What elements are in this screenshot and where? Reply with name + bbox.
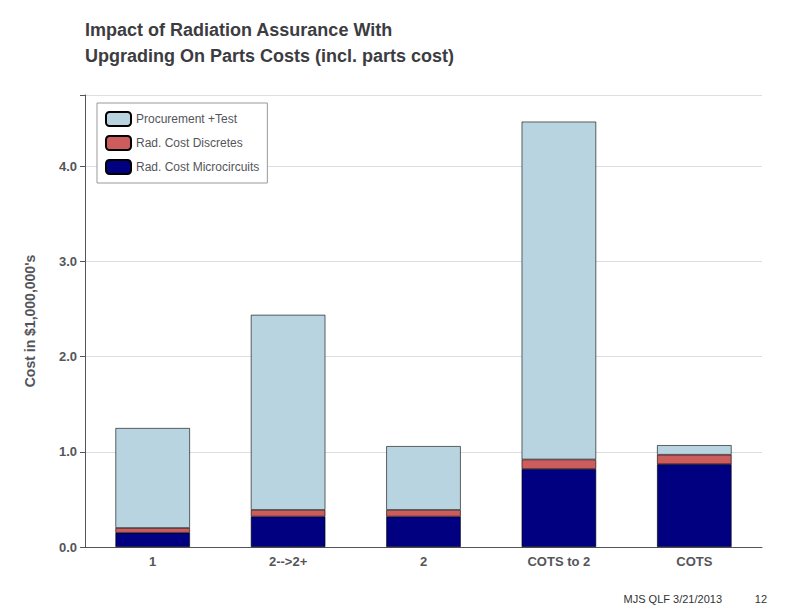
svg-text:COTS to 2: COTS to 2: [527, 554, 590, 569]
svg-text:Cost in $1,000,000's: Cost in $1,000,000's: [22, 255, 38, 388]
svg-text:COTS: COTS: [676, 554, 712, 569]
svg-text:0.0: 0.0: [59, 540, 77, 555]
svg-text:2.0: 2.0: [59, 349, 77, 364]
svg-text:Rad. Cost Discretes: Rad. Cost Discretes: [136, 136, 243, 150]
svg-text:Rad. Cost Microcircuits: Rad. Cost Microcircuits: [136, 160, 259, 174]
svg-text:1.0: 1.0: [59, 444, 77, 459]
svg-text:MJS QLF 3/21/2013: MJS QLF 3/21/2013: [624, 593, 722, 605]
svg-text:Impact of Radiation Assurance: Impact of Radiation Assurance With: [85, 20, 392, 40]
svg-text:2-->2+: 2-->2+: [269, 554, 308, 569]
svg-text:1: 1: [149, 554, 156, 569]
svg-text:3.0: 3.0: [59, 254, 77, 269]
svg-text:2: 2: [420, 554, 427, 569]
svg-text:12: 12: [755, 593, 767, 605]
svg-text:4.0: 4.0: [59, 159, 77, 174]
svg-text:Procurement +Test: Procurement +Test: [136, 112, 238, 126]
svg-text:Upgrading On Parts Costs (incl: Upgrading On Parts Costs (incl. parts co…: [85, 46, 454, 66]
